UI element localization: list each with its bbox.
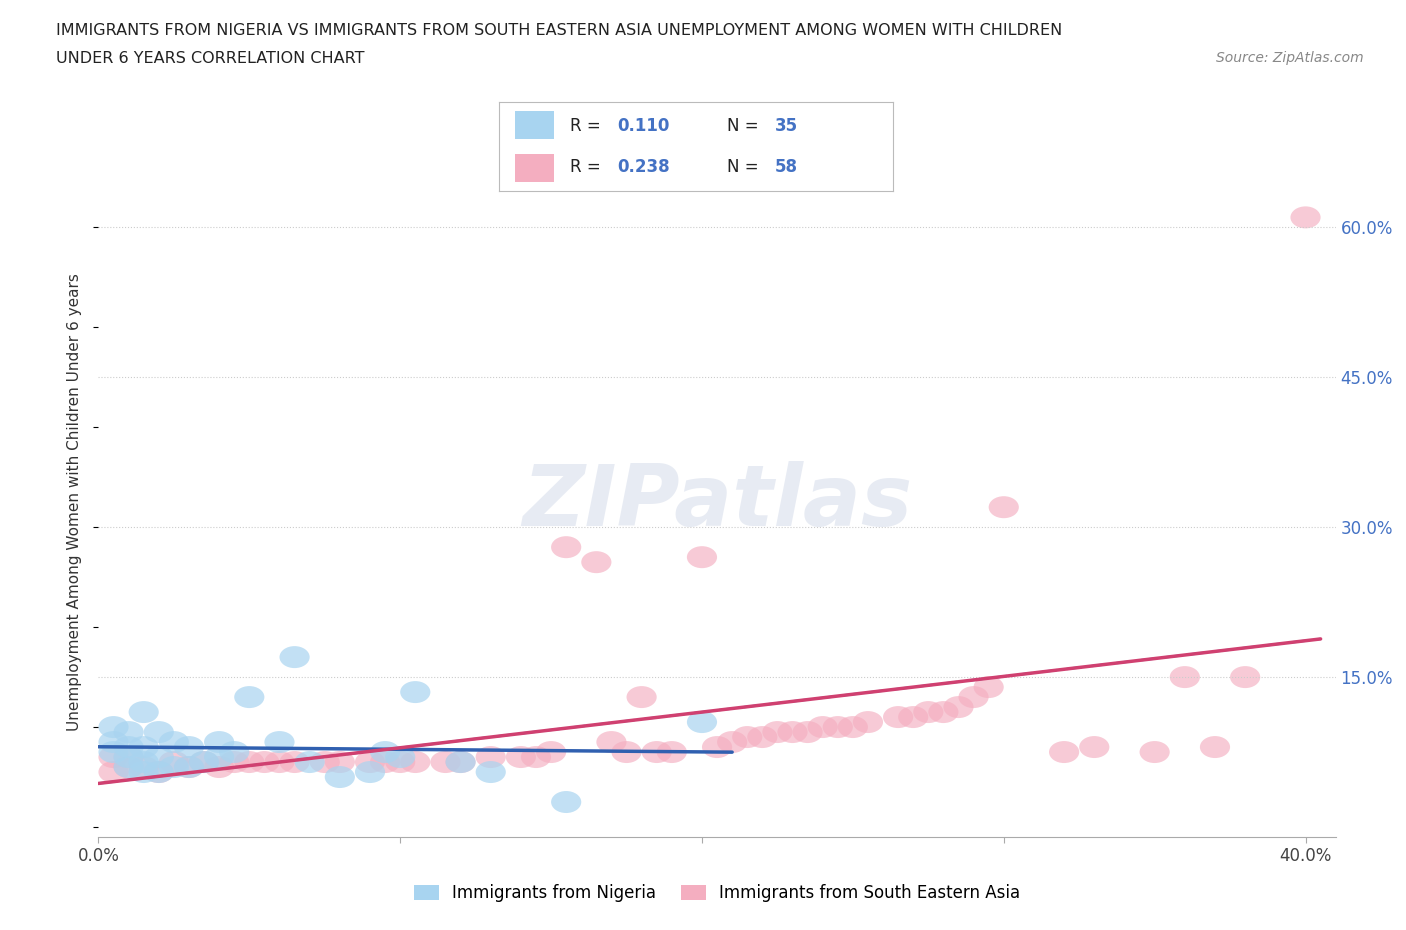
Text: R =: R = [569, 158, 606, 176]
Text: N =: N = [727, 117, 765, 135]
FancyBboxPatch shape [515, 153, 554, 182]
Text: R =: R = [569, 117, 606, 135]
Text: 0.238: 0.238 [617, 158, 669, 176]
Text: ZIPatlas: ZIPatlas [522, 460, 912, 544]
Text: IMMIGRANTS FROM NIGERIA VS IMMIGRANTS FROM SOUTH EASTERN ASIA UNEMPLOYMENT AMONG: IMMIGRANTS FROM NIGERIA VS IMMIGRANTS FR… [56, 23, 1063, 38]
Y-axis label: Unemployment Among Women with Children Under 6 years: Unemployment Among Women with Children U… [67, 273, 83, 731]
Text: N =: N = [727, 158, 765, 176]
Text: 35: 35 [775, 117, 797, 135]
Text: Source: ZipAtlas.com: Source: ZipAtlas.com [1216, 51, 1364, 65]
Legend: Immigrants from Nigeria, Immigrants from South Eastern Asia: Immigrants from Nigeria, Immigrants from… [406, 878, 1028, 909]
FancyBboxPatch shape [515, 112, 554, 140]
Text: 58: 58 [775, 158, 797, 176]
Text: 0.110: 0.110 [617, 117, 669, 135]
Text: UNDER 6 YEARS CORRELATION CHART: UNDER 6 YEARS CORRELATION CHART [56, 51, 364, 66]
